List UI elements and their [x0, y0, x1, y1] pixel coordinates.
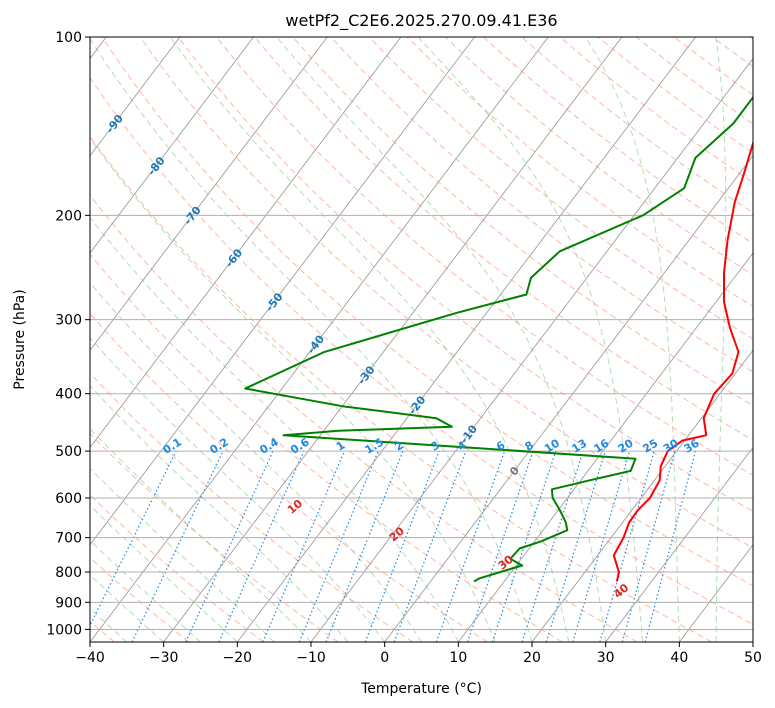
moist-adiabat-line — [90, 137, 496, 642]
x-tick-label: 10 — [449, 650, 467, 666]
dry-adiabat-line — [216, 37, 753, 476]
chart-title: wetPf2_C2E6.2025.270.09.41.E36 — [285, 11, 557, 31]
dry-adiabats — [90, 37, 753, 642]
mixing-ratio-line — [644, 450, 697, 642]
y-tick-label: 800 — [55, 565, 82, 581]
moist-adiabat-line — [90, 385, 349, 642]
moist-adiabat-line — [90, 281, 422, 642]
x-tick-label: 0 — [380, 650, 389, 666]
sounding-profiles — [244, 95, 753, 583]
mixing-ratio-line — [262, 450, 345, 642]
y-tick-label: 400 — [55, 387, 82, 403]
dry-adiabat-line — [330, 37, 753, 373]
moist-adiabat-line — [90, 467, 275, 642]
isotherm-line — [236, 37, 696, 642]
isotherm-line — [163, 37, 623, 642]
plot-background — [90, 37, 753, 642]
plot-frame — [89, 36, 754, 643]
x-tick-label: 50 — [744, 650, 762, 666]
mixing-ratio-line — [435, 450, 506, 642]
mixing-ratio-line — [521, 450, 584, 642]
x-tick-label: −40 — [75, 650, 105, 666]
isotherm-label: -100 — [61, 65, 88, 95]
isotherms — [90, 37, 753, 642]
y-tick-label: 1000 — [46, 622, 82, 638]
dewpoint-profile-line — [244, 95, 753, 583]
x-tick-label: −30 — [149, 650, 179, 666]
mixing-ratio-line — [599, 450, 655, 642]
y-axis: 100 200 300 400 500 600 700 800 900 1000 — [46, 30, 90, 638]
y-tick-label: 200 — [55, 208, 82, 224]
isotherm-line — [752, 641, 753, 642]
y-tick-label: 300 — [55, 313, 82, 329]
isotherm-line — [457, 252, 753, 642]
y-tick-label: 600 — [55, 491, 82, 507]
y-tick-label: 700 — [55, 531, 82, 547]
mixing-ratio-line — [466, 450, 534, 642]
x-tick-label: 40 — [670, 650, 688, 666]
mixing-ratio-line — [185, 450, 274, 642]
y-axis-label: Pressure (hPa) — [12, 289, 28, 389]
x-axis: −40 −30 −20 −10 0 10 20 30 40 50 — [75, 642, 762, 666]
dry-adiabat-line — [254, 37, 753, 441]
isotherm-line — [90, 37, 254, 254]
isotherm-line — [384, 155, 753, 642]
x-tick-label: −10 — [296, 650, 326, 666]
moist-adiabat-line — [276, 37, 607, 642]
x-tick-label: 30 — [597, 650, 615, 666]
dry-adiabat-line — [90, 432, 339, 642]
isotherm-line — [605, 446, 753, 642]
mixing-ratio-line — [572, 450, 631, 642]
moist-adiabat-line — [585, 37, 680, 642]
isotherm-line — [90, 37, 475, 546]
temperature-profile-line — [612, 140, 753, 582]
isotherm-line — [90, 37, 549, 642]
dry-adiabat-line — [90, 372, 414, 642]
mixing-ratio-line — [218, 450, 305, 642]
moist-adiabat-line — [417, 37, 643, 642]
dry-adiabat-line — [90, 194, 638, 642]
x-axis-label: Temperature (°C) — [360, 681, 482, 697]
moist-adiabat-line — [90, 504, 238, 642]
x-tick-label: 20 — [523, 650, 541, 666]
y-tick-label: 100 — [55, 30, 82, 46]
moist-adiabat-line — [90, 216, 459, 642]
x-tick-label: −20 — [223, 650, 253, 666]
dry-adiabat-line — [292, 37, 753, 407]
moist-adiabat-line — [90, 428, 312, 642]
moist-adiabat-line — [90, 539, 201, 642]
y-tick-label: 900 — [55, 595, 82, 611]
isotherm-line — [90, 37, 402, 449]
isotherm-line — [310, 57, 753, 642]
moist-adiabat-line — [90, 37, 533, 642]
mixing-ratio-line — [131, 450, 224, 642]
dry-adiabat-line — [750, 37, 753, 40]
mixing-ratio-line — [298, 450, 379, 642]
mixing-ratio-line — [621, 450, 676, 642]
mixing-ratio-line — [90, 450, 177, 627]
isotherm-line — [90, 37, 181, 157]
dry-adiabat-line — [90, 135, 712, 642]
y-tick-label: 500 — [55, 444, 82, 460]
moist-adiabat-line — [90, 574, 165, 642]
isotherm-line — [90, 37, 328, 351]
isotherm-line — [531, 349, 753, 642]
moist-adiabat-line — [90, 337, 386, 642]
